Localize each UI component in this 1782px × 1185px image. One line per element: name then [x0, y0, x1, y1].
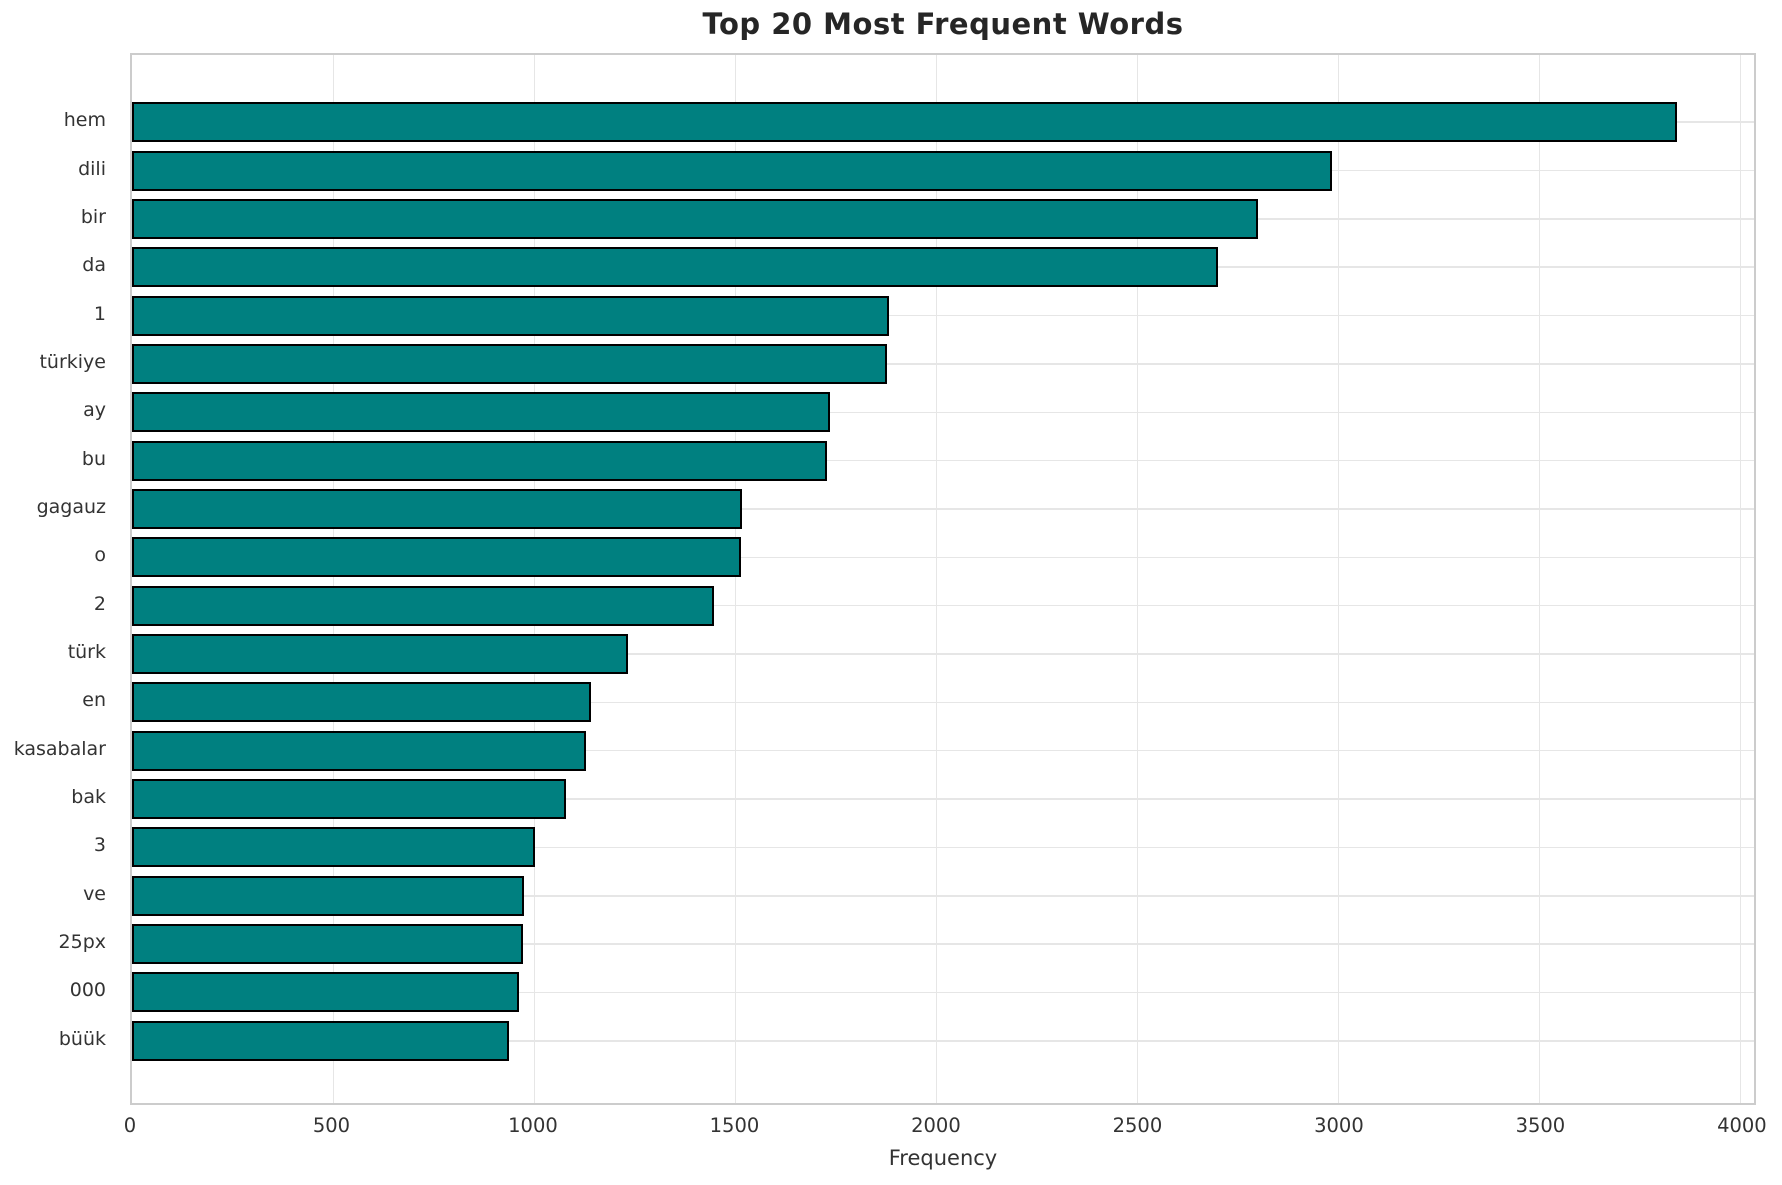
y-tick-label: 3	[93, 834, 106, 857]
bar-türkiye	[132, 343, 888, 384]
horizontal-gridline	[132, 314, 1754, 317]
y-tick-label: 1	[93, 302, 106, 325]
x-tick-label: 2500	[1112, 1114, 1163, 1137]
y-tick-label: 25px	[58, 931, 106, 954]
vertical-gridline	[935, 55, 938, 1103]
horizontal-gridline	[132, 604, 1754, 607]
horizontal-gridline	[132, 701, 1754, 704]
chart-title: Top 20 Most Frequent Words	[702, 7, 1184, 41]
y-tick-label: büük	[58, 1027, 106, 1050]
x-tick-label: 3500	[1515, 1114, 1566, 1137]
y-tick-label: ve	[83, 882, 106, 905]
bar-ay	[132, 392, 830, 433]
x-tick-label: 1500	[709, 1114, 760, 1137]
bar-en	[132, 682, 592, 723]
bar-türk	[132, 634, 629, 675]
horizontal-gridline	[132, 943, 1754, 945]
bar-bu	[132, 440, 828, 481]
y-tick-label: en	[82, 689, 106, 712]
x-axis-ticks: 0 500 1000 1500 2000 2500 3000 3500 4000	[0, 1114, 1782, 1140]
y-tick-label: dili	[78, 157, 106, 180]
horizontal-gridline	[132, 411, 1754, 414]
bar-kasabalar	[132, 730, 587, 771]
bar-da	[132, 247, 1219, 288]
bar-3	[132, 827, 536, 868]
x-tick-label: 1000	[508, 1114, 558, 1137]
bar-hem	[132, 102, 1677, 143]
plot-area	[130, 53, 1756, 1105]
y-tick-label: bak	[71, 786, 106, 809]
y-tick-label: gagauz	[36, 495, 106, 518]
bar-gagauz	[132, 488, 743, 529]
horizontal-gridline	[132, 846, 1754, 849]
y-axis-labels: hem dili bir da 1 türkiye ay bu gagauz o 2 türk en ka…	[0, 53, 118, 1105]
bar-büük	[132, 1020, 509, 1061]
x-tick-label: 0	[123, 1114, 137, 1137]
vertical-gridline	[1538, 55, 1541, 1103]
y-tick-label: o	[94, 544, 106, 567]
x-tick-label: 500	[312, 1114, 351, 1137]
x-tick-label: 3000	[1314, 1114, 1364, 1137]
y-tick-label: türk	[67, 641, 106, 664]
y-tick-label: da	[82, 254, 106, 277]
horizontal-gridline	[132, 508, 1754, 510]
horizontal-gridline	[132, 798, 1754, 800]
bar-bak	[132, 779, 567, 820]
bar-bir	[132, 198, 1258, 239]
vertical-gridline	[1136, 55, 1139, 1103]
vertical-gridline	[1739, 55, 1742, 1103]
y-tick-label: bir	[80, 205, 106, 228]
bar-ve	[132, 875, 524, 916]
bar-000	[132, 972, 519, 1013]
horizontal-gridline	[132, 653, 1754, 655]
horizontal-gridline	[132, 749, 1754, 752]
horizontal-gridline	[132, 363, 1754, 365]
bar-2	[132, 585, 714, 626]
y-tick-label: kasabalar	[13, 737, 106, 760]
y-tick-label: bu	[81, 447, 106, 470]
horizontal-gridline	[132, 459, 1754, 462]
vertical-gridline	[734, 55, 737, 1103]
vertical-gridline	[1337, 55, 1340, 1103]
y-tick-label: 2	[93, 592, 106, 615]
x-tick-label: 4000	[1717, 1114, 1767, 1137]
bar-dili	[132, 150, 1332, 191]
y-tick-label: ay	[83, 399, 106, 422]
vertical-gridline	[533, 55, 536, 1103]
x-axis-label: Frequency	[888, 1146, 998, 1170]
bar-o	[132, 537, 741, 578]
horizontal-gridline	[132, 991, 1754, 994]
y-tick-label: hem	[63, 109, 106, 132]
horizontal-gridline	[132, 895, 1754, 897]
vertical-gridline	[332, 55, 335, 1103]
x-tick-label: 2000	[911, 1114, 961, 1137]
bar-25px	[132, 924, 523, 965]
horizontal-gridline	[132, 556, 1754, 559]
horizontal-gridline	[132, 1040, 1754, 1042]
y-tick-label: türkiye	[39, 350, 106, 373]
y-tick-label: 000	[69, 979, 106, 1002]
bar-1	[132, 295, 889, 336]
